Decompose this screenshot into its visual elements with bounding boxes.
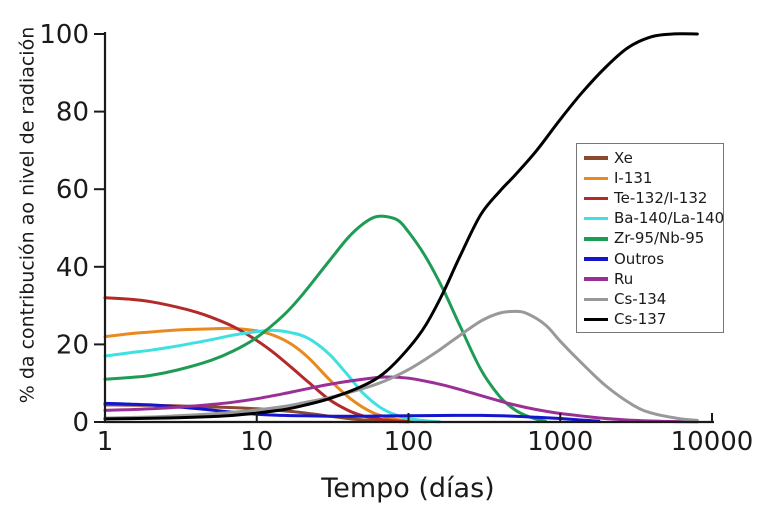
series-line-cs-134 [103, 309, 699, 422]
legend-swatch [584, 216, 608, 221]
legend-item-i-131: I-131 [577, 168, 723, 188]
x-tick-label: 10 [240, 427, 273, 457]
series-lines [103, 32, 699, 424]
y-tick-label: 80 [56, 98, 89, 128]
y-axis-title: % da contribución ao nivel de radiación [17, 27, 39, 404]
legend-swatch [584, 237, 608, 241]
x-tick-label: 1000 [527, 427, 593, 457]
series-line-te-132-i-132 [103, 296, 410, 424]
legend-swatch [584, 156, 608, 160]
series-line-ru [103, 375, 699, 424]
legend-item-outros: Outros [577, 249, 723, 269]
legend-label: Cs-137 [614, 310, 667, 329]
legend-label: I-131 [614, 168, 653, 187]
series-line-cs-137 [103, 32, 699, 421]
y-axis: 0 20 40 60 80 100 [39, 20, 105, 438]
legend-swatch [584, 196, 608, 201]
legend-label: Ba-140/La-140 [614, 209, 725, 228]
x-axis: 1 10 100 1000 10000 [97, 413, 754, 457]
x-axis-title: Tempo (días) [320, 473, 494, 504]
x-tick-label: 1 [97, 427, 114, 457]
legend-swatch [584, 257, 608, 261]
y-tick-label: 40 [56, 253, 89, 283]
legend-label: Te-132/I-132 [614, 188, 708, 207]
legend-swatch [584, 277, 608, 281]
legend-swatch [584, 317, 608, 322]
legend-swatch [584, 297, 608, 302]
legend-swatch [584, 176, 608, 181]
legend-label: Xe [614, 148, 633, 167]
y-tick-label: 20 [56, 330, 89, 360]
legend-item-xe: Xe [577, 148, 723, 168]
legend-item-cs-137: Cs-137 [577, 310, 723, 330]
legend: Xe I-131 Te-132/I-132 Ba-140/La-140 Zr-95/Nb… [576, 143, 724, 333]
series-line-zr-95-nb-95 [103, 214, 547, 423]
legend-item-ba-140-la-140: Ba-140/La-140 [577, 209, 725, 229]
legend-item-cs-134: Cs-134 [577, 289, 723, 309]
legend-item-ru: Ru [577, 269, 723, 289]
y-tick-label: 60 [56, 175, 89, 205]
x-tick-label: 10000 [671, 427, 754, 457]
y-tick-label: 100 [39, 20, 89, 50]
y-tick-label: 0 [72, 408, 89, 438]
legend-item-te-132-i-132: Te-132/I-132 [577, 188, 723, 208]
legend-label: Outros [614, 249, 665, 268]
legend-item-zr-95-nb-95: Zr-95/Nb-95 [577, 229, 723, 249]
x-tick-label: 100 [384, 427, 434, 457]
legend-label: Zr-95/Nb-95 [614, 229, 705, 248]
legend-label: Ru [614, 269, 634, 288]
legend-label: Cs-134 [614, 289, 667, 308]
